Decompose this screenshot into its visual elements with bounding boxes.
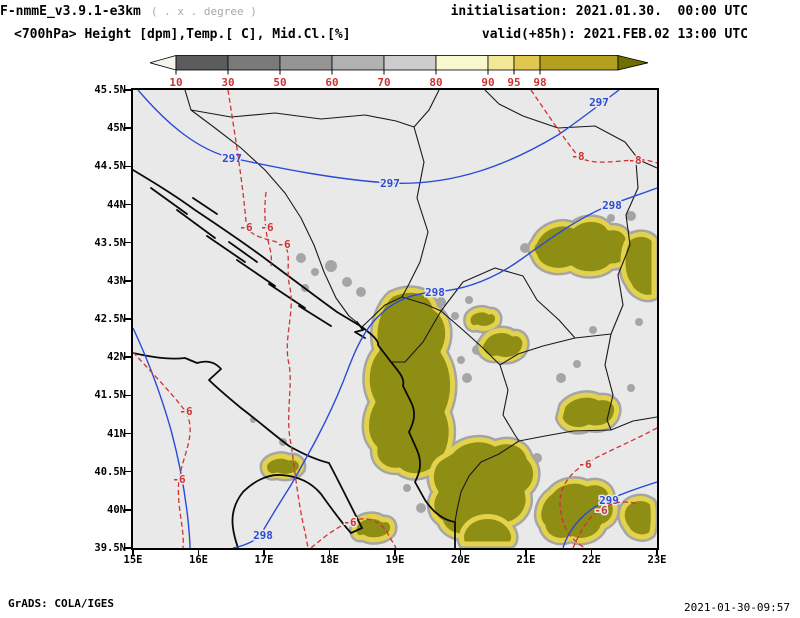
colorbar-tick-label: 80 xyxy=(429,76,442,89)
colorbar-tick-label: 95 xyxy=(507,76,520,89)
lat-tick-label: 44.5N xyxy=(94,160,126,173)
colorbar: 10 30 50 60 70 80 90 95 98 xyxy=(148,54,650,91)
lon-tick-label: 19E xyxy=(385,554,405,566)
colorbar-tick-label: 50 xyxy=(273,76,286,89)
lon-tick-label: 21E xyxy=(516,554,536,566)
lat-tick-label: 41N xyxy=(107,427,126,440)
colorbar-tick-label: 60 xyxy=(325,76,338,89)
temp-label: -6 xyxy=(239,221,253,234)
colorbar-svg: 10 30 50 60 70 80 90 95 98 xyxy=(148,54,649,89)
temp-label: -6 xyxy=(578,458,592,471)
coastlines xyxy=(132,169,456,549)
temp-label: -8 xyxy=(628,154,641,167)
colorbar-tick-label: 70 xyxy=(377,76,390,89)
height-label: 297 xyxy=(589,96,609,109)
model-title: F-nmmE_v3.9.1-e3km xyxy=(0,4,141,19)
lon-tick-label: 22E xyxy=(582,554,601,566)
height-label: 299 xyxy=(599,494,619,507)
map-plot: 297 297 297 298 298 298 299 -6 -6 -6 -6 … xyxy=(131,88,659,550)
colorbar-tick-label: 30 xyxy=(221,76,234,89)
height-label: 298 xyxy=(425,286,445,299)
creation-timestamp: 2021-01-30-09:57 xyxy=(684,601,790,614)
height-contours: 297 297 297 298 298 298 299 xyxy=(132,89,658,549)
lat-tick-label: 43.5N xyxy=(94,236,126,249)
lat-tick-label: 43N xyxy=(107,274,126,287)
lon-tick-label: 16E xyxy=(189,554,208,566)
valid-time: valid(+85h): 2021.FEB.02 13:00 UTC xyxy=(481,27,748,42)
lon-tick-label: 17E xyxy=(254,554,274,566)
lon-tick-label: 20E xyxy=(451,554,470,566)
lat-tick-label: 45N xyxy=(107,122,126,135)
lat-tick-label: 45.5N xyxy=(94,84,126,96)
lat-tick-label: 44N xyxy=(107,198,126,211)
height-label: 298 xyxy=(602,199,622,212)
lon-tick-label: 23E xyxy=(647,554,667,566)
temp-label: -6 xyxy=(594,504,608,517)
lat-tick-label: 42N xyxy=(107,351,126,364)
cloud-speckle xyxy=(250,211,643,513)
grid-note: ( . x . degree ) xyxy=(150,5,257,18)
temperature-contours: -6 -6 -6 -6 -6 -6 -6 -6 -8 -8 xyxy=(132,89,658,549)
field-title: <700hPa> Height [dpm],Temp.[ C], Mid.Cl.… xyxy=(14,27,351,42)
grads-attribution: GrADS: COLA/IGES xyxy=(8,597,114,610)
temp-label: -6 xyxy=(277,238,291,251)
lat-tick-label: 41.5N xyxy=(94,389,126,402)
lat-tick-label: 42.5N xyxy=(94,313,126,325)
temp-label: -6 xyxy=(172,473,186,486)
lat-tick-label: 40N xyxy=(107,503,126,516)
temp-label: -6 xyxy=(260,221,274,234)
height-label: 297 xyxy=(380,177,400,190)
header-line-1: F-nmmE_v3.9.1-e3km ( . x . degree ) xyxy=(0,4,257,19)
lon-tick-label: 15E xyxy=(123,554,143,566)
colorbar-tick-label: 90 xyxy=(481,76,494,89)
temp-label: -6 xyxy=(343,516,357,529)
lon-tick-label: 18E xyxy=(320,554,339,566)
lat-tick-label: 40.5N xyxy=(94,465,126,478)
height-label: 298 xyxy=(253,529,273,542)
temp-label: -6 xyxy=(179,405,193,418)
colorbar-tick-label: 10 xyxy=(169,76,182,89)
temp-label: -8 xyxy=(571,150,584,163)
map-canvas: 297 297 297 298 298 298 299 -6 -6 -6 -6 … xyxy=(132,89,658,549)
init-time: initialisation: 2021.01.30. 00:00 UTC xyxy=(450,4,748,19)
lat-tick-label: 39.5N xyxy=(94,542,126,554)
country-borders xyxy=(184,89,658,523)
colorbar-tick-label: 98 xyxy=(533,76,546,89)
